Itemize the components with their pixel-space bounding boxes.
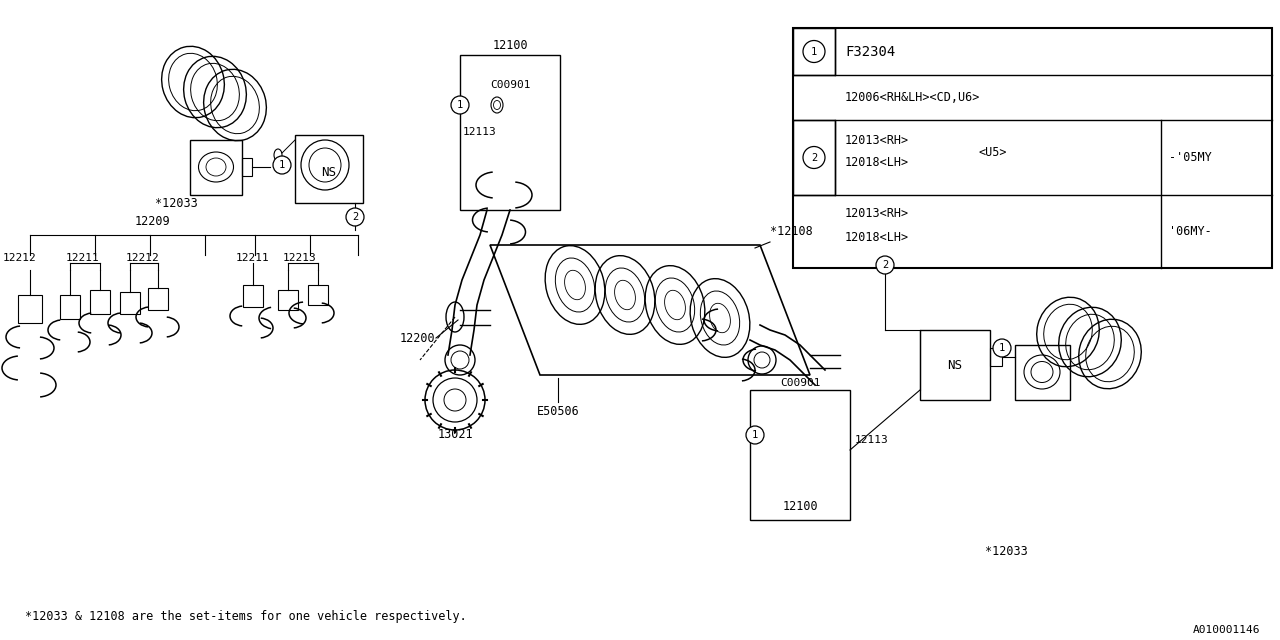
Text: <U5>: <U5>: [978, 145, 1006, 159]
Circle shape: [803, 147, 826, 168]
Text: 12018<LH>: 12018<LH>: [845, 156, 909, 168]
Circle shape: [273, 156, 291, 174]
Text: 12113: 12113: [855, 435, 888, 445]
Text: 1: 1: [998, 343, 1005, 353]
Bar: [90, 290, 110, 314]
Text: F32304: F32304: [845, 45, 895, 58]
Text: 12209: 12209: [134, 215, 170, 228]
Bar: [294, 135, 364, 203]
Bar: [243, 285, 262, 307]
Text: 1: 1: [751, 430, 758, 440]
Bar: [242, 158, 252, 176]
Text: *12108: *12108: [771, 225, 813, 238]
Bar: [989, 348, 1002, 366]
Bar: [920, 330, 989, 400]
Bar: [460, 55, 561, 210]
Text: *12033: *12033: [986, 545, 1028, 558]
Bar: [794, 28, 1272, 268]
Text: 12113: 12113: [463, 127, 497, 137]
Text: E50506: E50506: [536, 405, 580, 418]
Text: 2: 2: [352, 212, 358, 222]
Text: 1: 1: [457, 100, 463, 110]
Text: 1: 1: [810, 47, 817, 56]
Text: 12100: 12100: [782, 500, 818, 513]
Text: NS: NS: [321, 166, 337, 179]
Text: 12212: 12212: [3, 253, 37, 263]
Bar: [794, 120, 835, 195]
Bar: [60, 295, 81, 319]
Circle shape: [803, 40, 826, 63]
Text: 2: 2: [810, 152, 817, 163]
Bar: [120, 292, 140, 314]
Circle shape: [346, 208, 364, 226]
Text: -'05MY: -'05MY: [1169, 151, 1212, 164]
Text: 12018<LH>: 12018<LH>: [845, 230, 909, 243]
Bar: [308, 285, 328, 305]
Text: NS: NS: [947, 358, 963, 371]
Circle shape: [993, 339, 1011, 357]
Text: 12013<RH>: 12013<RH>: [845, 134, 909, 147]
Text: 12213: 12213: [283, 253, 317, 263]
Circle shape: [876, 256, 893, 274]
Bar: [750, 390, 850, 520]
Text: 13021: 13021: [438, 428, 472, 441]
Text: 12006<RH&LH><CD,U6>: 12006<RH&LH><CD,U6>: [845, 91, 980, 104]
Text: 12211: 12211: [67, 253, 100, 263]
Text: *12033: *12033: [155, 197, 197, 210]
Text: A010001146: A010001146: [1193, 625, 1260, 635]
Text: 12211: 12211: [236, 253, 270, 263]
Text: 1: 1: [279, 160, 285, 170]
Text: C00901: C00901: [490, 80, 530, 90]
Text: 12100: 12100: [493, 39, 527, 52]
Text: 12013<RH>: 12013<RH>: [845, 207, 909, 220]
Text: '06MY-: '06MY-: [1169, 225, 1212, 238]
Bar: [1015, 345, 1070, 400]
Text: *12033 & 12108 are the set-items for one vehicle respectively.: *12033 & 12108 are the set-items for one…: [26, 610, 467, 623]
Bar: [794, 28, 835, 75]
Text: C00901: C00901: [780, 378, 820, 388]
Text: 12212: 12212: [127, 253, 160, 263]
Bar: [18, 295, 42, 323]
Circle shape: [746, 426, 764, 444]
Circle shape: [451, 96, 468, 114]
Text: 2: 2: [882, 260, 888, 270]
Bar: [148, 288, 168, 310]
Bar: [189, 140, 242, 195]
Text: 12200: 12200: [399, 332, 435, 344]
Bar: [278, 290, 298, 310]
